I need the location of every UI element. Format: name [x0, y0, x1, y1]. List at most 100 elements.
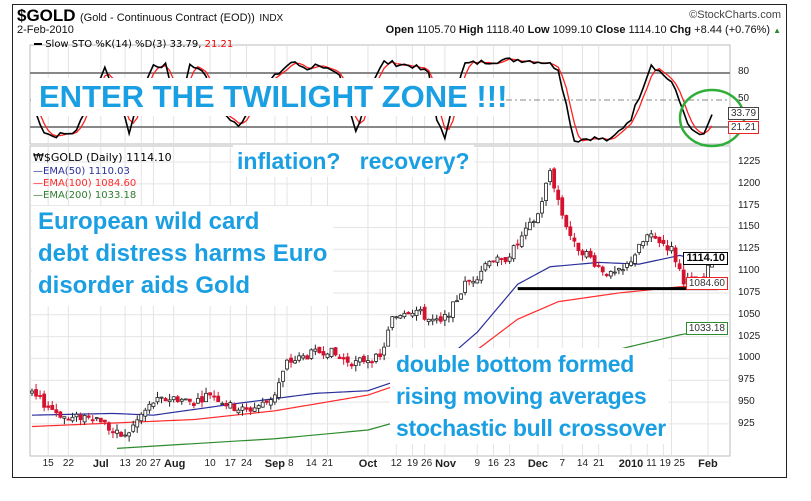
date-axis-tick-label: 8 [287, 458, 294, 469]
date-axis-tick-label: 21 [321, 458, 334, 469]
price-axis-tick-label: 1100 [738, 265, 760, 277]
candle-body [353, 360, 358, 366]
price-axis-tick-label: 1025 [738, 330, 761, 342]
candle-body [115, 429, 119, 434]
candle-body [479, 270, 484, 281]
candle-body [374, 353, 378, 362]
date-axis-tick-label: 14 [576, 458, 589, 469]
date-axis-tick-label: Aug [163, 458, 186, 470]
candle-body [289, 357, 293, 363]
candle-body [325, 353, 330, 358]
candle-body [463, 280, 467, 293]
chg-label: Chg [669, 24, 692, 36]
candle-body [592, 255, 597, 267]
candle-body [471, 280, 476, 284]
candle-body [236, 409, 241, 414]
candle-body [564, 215, 569, 228]
annotation-european: European wild card debt distress harms E… [32, 206, 334, 306]
candle-body [256, 405, 261, 409]
candle-body [681, 269, 686, 285]
price-axis-tick-label: 1075 [738, 286, 761, 298]
price-legend-text: $GOLD (Daily) 1114.10 [43, 151, 172, 164]
candle-body [394, 316, 399, 319]
annotation-twilight-zone: ENTER THE TWILIGHT ZONE !!! [31, 78, 507, 116]
stochastic-legend: Slow STO %K(14) %D(3) 33.79, 21.21 [34, 39, 233, 50]
candle-body [527, 221, 532, 231]
candle-body [143, 409, 148, 417]
candle-body [151, 402, 156, 407]
candle-body [402, 312, 407, 318]
candle-body [175, 396, 180, 402]
candle-body [305, 355, 310, 360]
candle-body [511, 245, 516, 260]
annotation-inflation-recovery: inflation? recovery? [233, 145, 474, 177]
ema200-value-tag: 1033.18 [685, 322, 728, 335]
annotation-line: rising moving averages [396, 383, 647, 409]
candle-body [244, 407, 249, 410]
close-label: Close [595, 24, 626, 36]
candle-body [329, 347, 334, 357]
candle-body [78, 414, 83, 421]
candle-body [390, 316, 395, 328]
up-arrow-icon: ▲ [773, 26, 781, 35]
candle-body [576, 242, 581, 252]
candle-body [240, 406, 245, 411]
stochastic-legend-text: Slow STO %K(14) %D(3) 33.79, [45, 39, 202, 50]
instrument-name: (Gold - Continuous Contract (EOD)) [80, 12, 255, 24]
price-axis-tick-label: 1000 [738, 352, 761, 364]
candle-body [232, 404, 237, 412]
candle-body [272, 394, 277, 403]
date-axis-tick-label: 14 [305, 458, 317, 469]
close-value: 1114.10 [628, 24, 667, 36]
ema200-legend: —EMA(200) 1033.18 [33, 190, 137, 201]
candle-body [333, 347, 338, 356]
candle-body [293, 360, 297, 364]
candle-body [515, 243, 520, 246]
candle-body [102, 419, 107, 423]
candle-body [208, 392, 212, 396]
candle-body [317, 346, 322, 354]
date-axis-tick-label: 25 [673, 458, 685, 469]
candle-body [633, 254, 637, 264]
candle-body [34, 389, 38, 397]
candle-body [649, 233, 654, 238]
candle-body [224, 403, 229, 407]
date-axis-tick-label: 11 [646, 458, 657, 469]
candle-body [665, 245, 670, 251]
candle-body [467, 279, 472, 282]
candle-body [641, 241, 646, 247]
price-axis-tick-label: 925 [738, 417, 755, 429]
candle-body [507, 256, 512, 262]
candle-body [362, 355, 366, 363]
candle-body [98, 417, 103, 423]
price-axis-tick-label: 1050 [738, 308, 761, 320]
candle-body [669, 246, 674, 252]
date-axis-tick-label: Dec [527, 458, 549, 470]
date-axis-tick-label: Feb [698, 458, 718, 470]
candle-body [66, 418, 71, 421]
candle-body [382, 346, 387, 356]
high-value: 1118.40 [486, 24, 525, 36]
candle-body [200, 396, 204, 403]
date-axis-tick-label: 27 [149, 458, 161, 469]
date-axis-tick-label: 21 [593, 458, 605, 469]
stochastic-axis-tick-label: 80 [738, 66, 750, 77]
candle-body [499, 258, 504, 260]
date-axis-tick-label: 9 [474, 458, 481, 469]
candle-body [216, 395, 221, 403]
candle-body [309, 349, 314, 359]
candle-body [74, 413, 79, 418]
candle-body [46, 405, 51, 408]
k-line-swatch [34, 43, 42, 45]
candle-body [629, 261, 633, 266]
date-axis-tick-label: 13 [119, 458, 131, 469]
candle-body [406, 311, 411, 315]
candle-body [596, 265, 601, 267]
annotation-line: stochastic bull crossover [396, 415, 666, 441]
candle-body [426, 318, 431, 322]
k-value-tag: 33.79 [728, 107, 760, 120]
last-close-tag: 1114.10 [683, 252, 728, 265]
candle-body [62, 416, 67, 419]
candle-body [30, 390, 34, 394]
candle-body [58, 411, 63, 418]
